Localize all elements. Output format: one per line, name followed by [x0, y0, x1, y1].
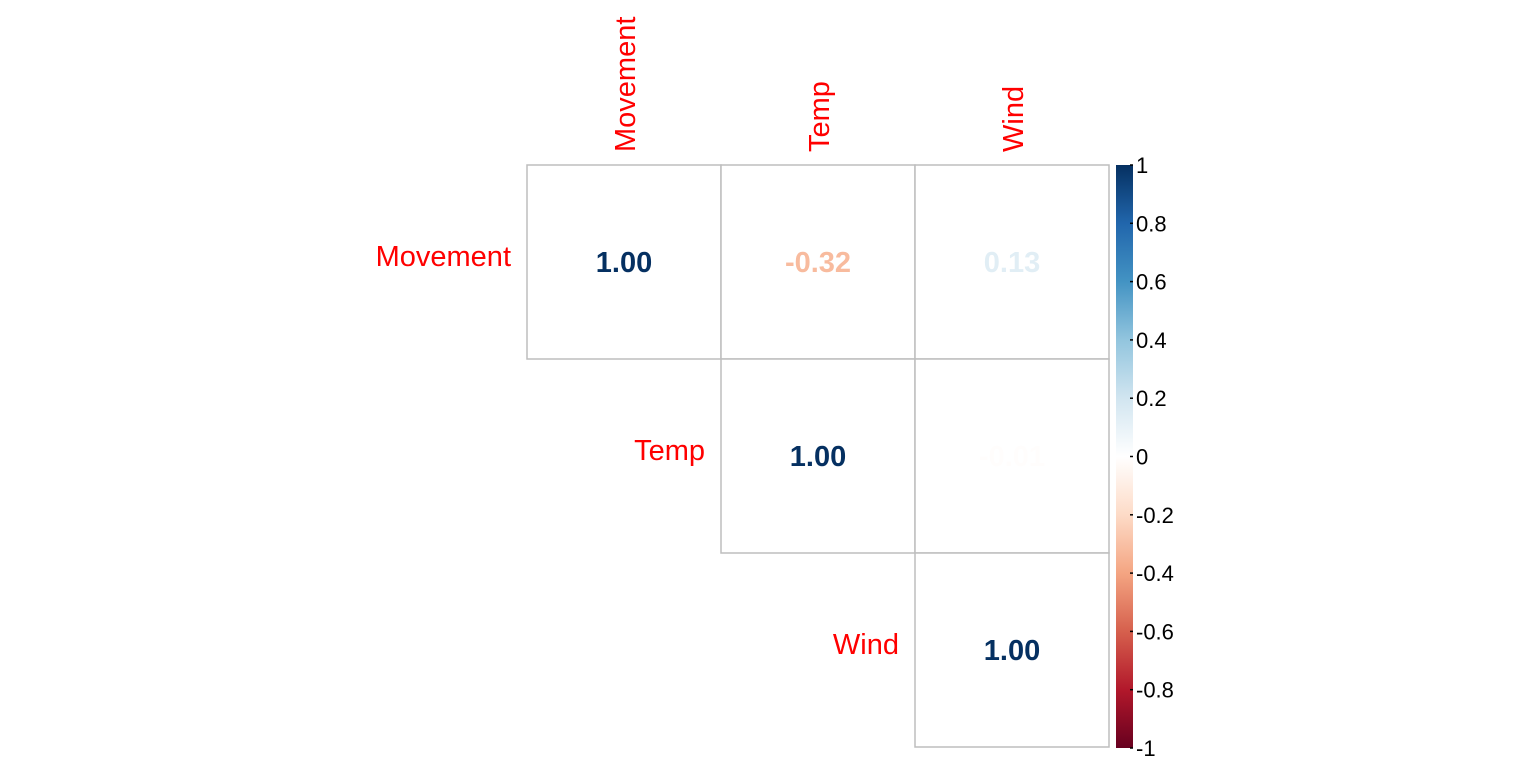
matrix-cell-temp-wind	[914, 358, 1110, 554]
matrix-cell-wind-wind	[914, 552, 1110, 748]
matrix-cell-movement-temp	[720, 164, 916, 360]
colorbar-tick-label: -1	[1136, 736, 1156, 761]
column-label-wind: Wind	[998, 86, 1030, 152]
colorbar-tick-label: -0.4	[1136, 561, 1174, 586]
colorbar-tick-label: -0.6	[1136, 619, 1174, 644]
row-label-movement: Movement	[376, 241, 511, 273]
matrix-cell-temp-temp	[720, 358, 916, 554]
cell-value-label: 1.00	[596, 247, 652, 279]
colorbar-tick-label: 0.4	[1136, 328, 1167, 353]
column-label-movement: Movement	[610, 17, 642, 152]
colorbar-tick-label: -0.2	[1136, 503, 1174, 528]
matrix-cell-movement-wind	[914, 164, 1110, 360]
cell-value-label: 1.00	[984, 635, 1040, 667]
colorbar-tick-label: 0.2	[1136, 386, 1167, 411]
cell-value-label: 1.00	[790, 441, 846, 473]
colorbar-tick-label: 0.8	[1136, 211, 1167, 236]
colorbar-tick-label: -0.8	[1136, 678, 1174, 703]
cell-value-label: -0.01	[979, 441, 1045, 473]
row-label-temp: Temp	[634, 435, 705, 467]
colorbar-gradient	[1116, 165, 1133, 748]
colorbar-tick-label: 0.6	[1136, 270, 1167, 295]
matrix-cells: 1.00 -0.32 0.13 1.00 -0.01 1.00	[526, 164, 1110, 748]
colorbar-legend: 1 0.8 0.6 0.4 0.2 0 -0.2 -0.4 -0.6 -0.8 -1	[1116, 153, 1174, 761]
row-label-wind: Wind	[833, 629, 899, 661]
cell-value-label: 0.13	[984, 247, 1040, 279]
matrix-cell-movement-movement	[526, 164, 722, 360]
colorbar-tick-label: 0	[1136, 445, 1148, 470]
cell-value-label: -0.32	[785, 247, 851, 279]
colorbar-tick-label: 1	[1136, 153, 1148, 178]
variable-labels: Movement Movement Temp Temp Wind Wind	[376, 17, 1030, 661]
column-label-temp: Temp	[804, 81, 836, 152]
